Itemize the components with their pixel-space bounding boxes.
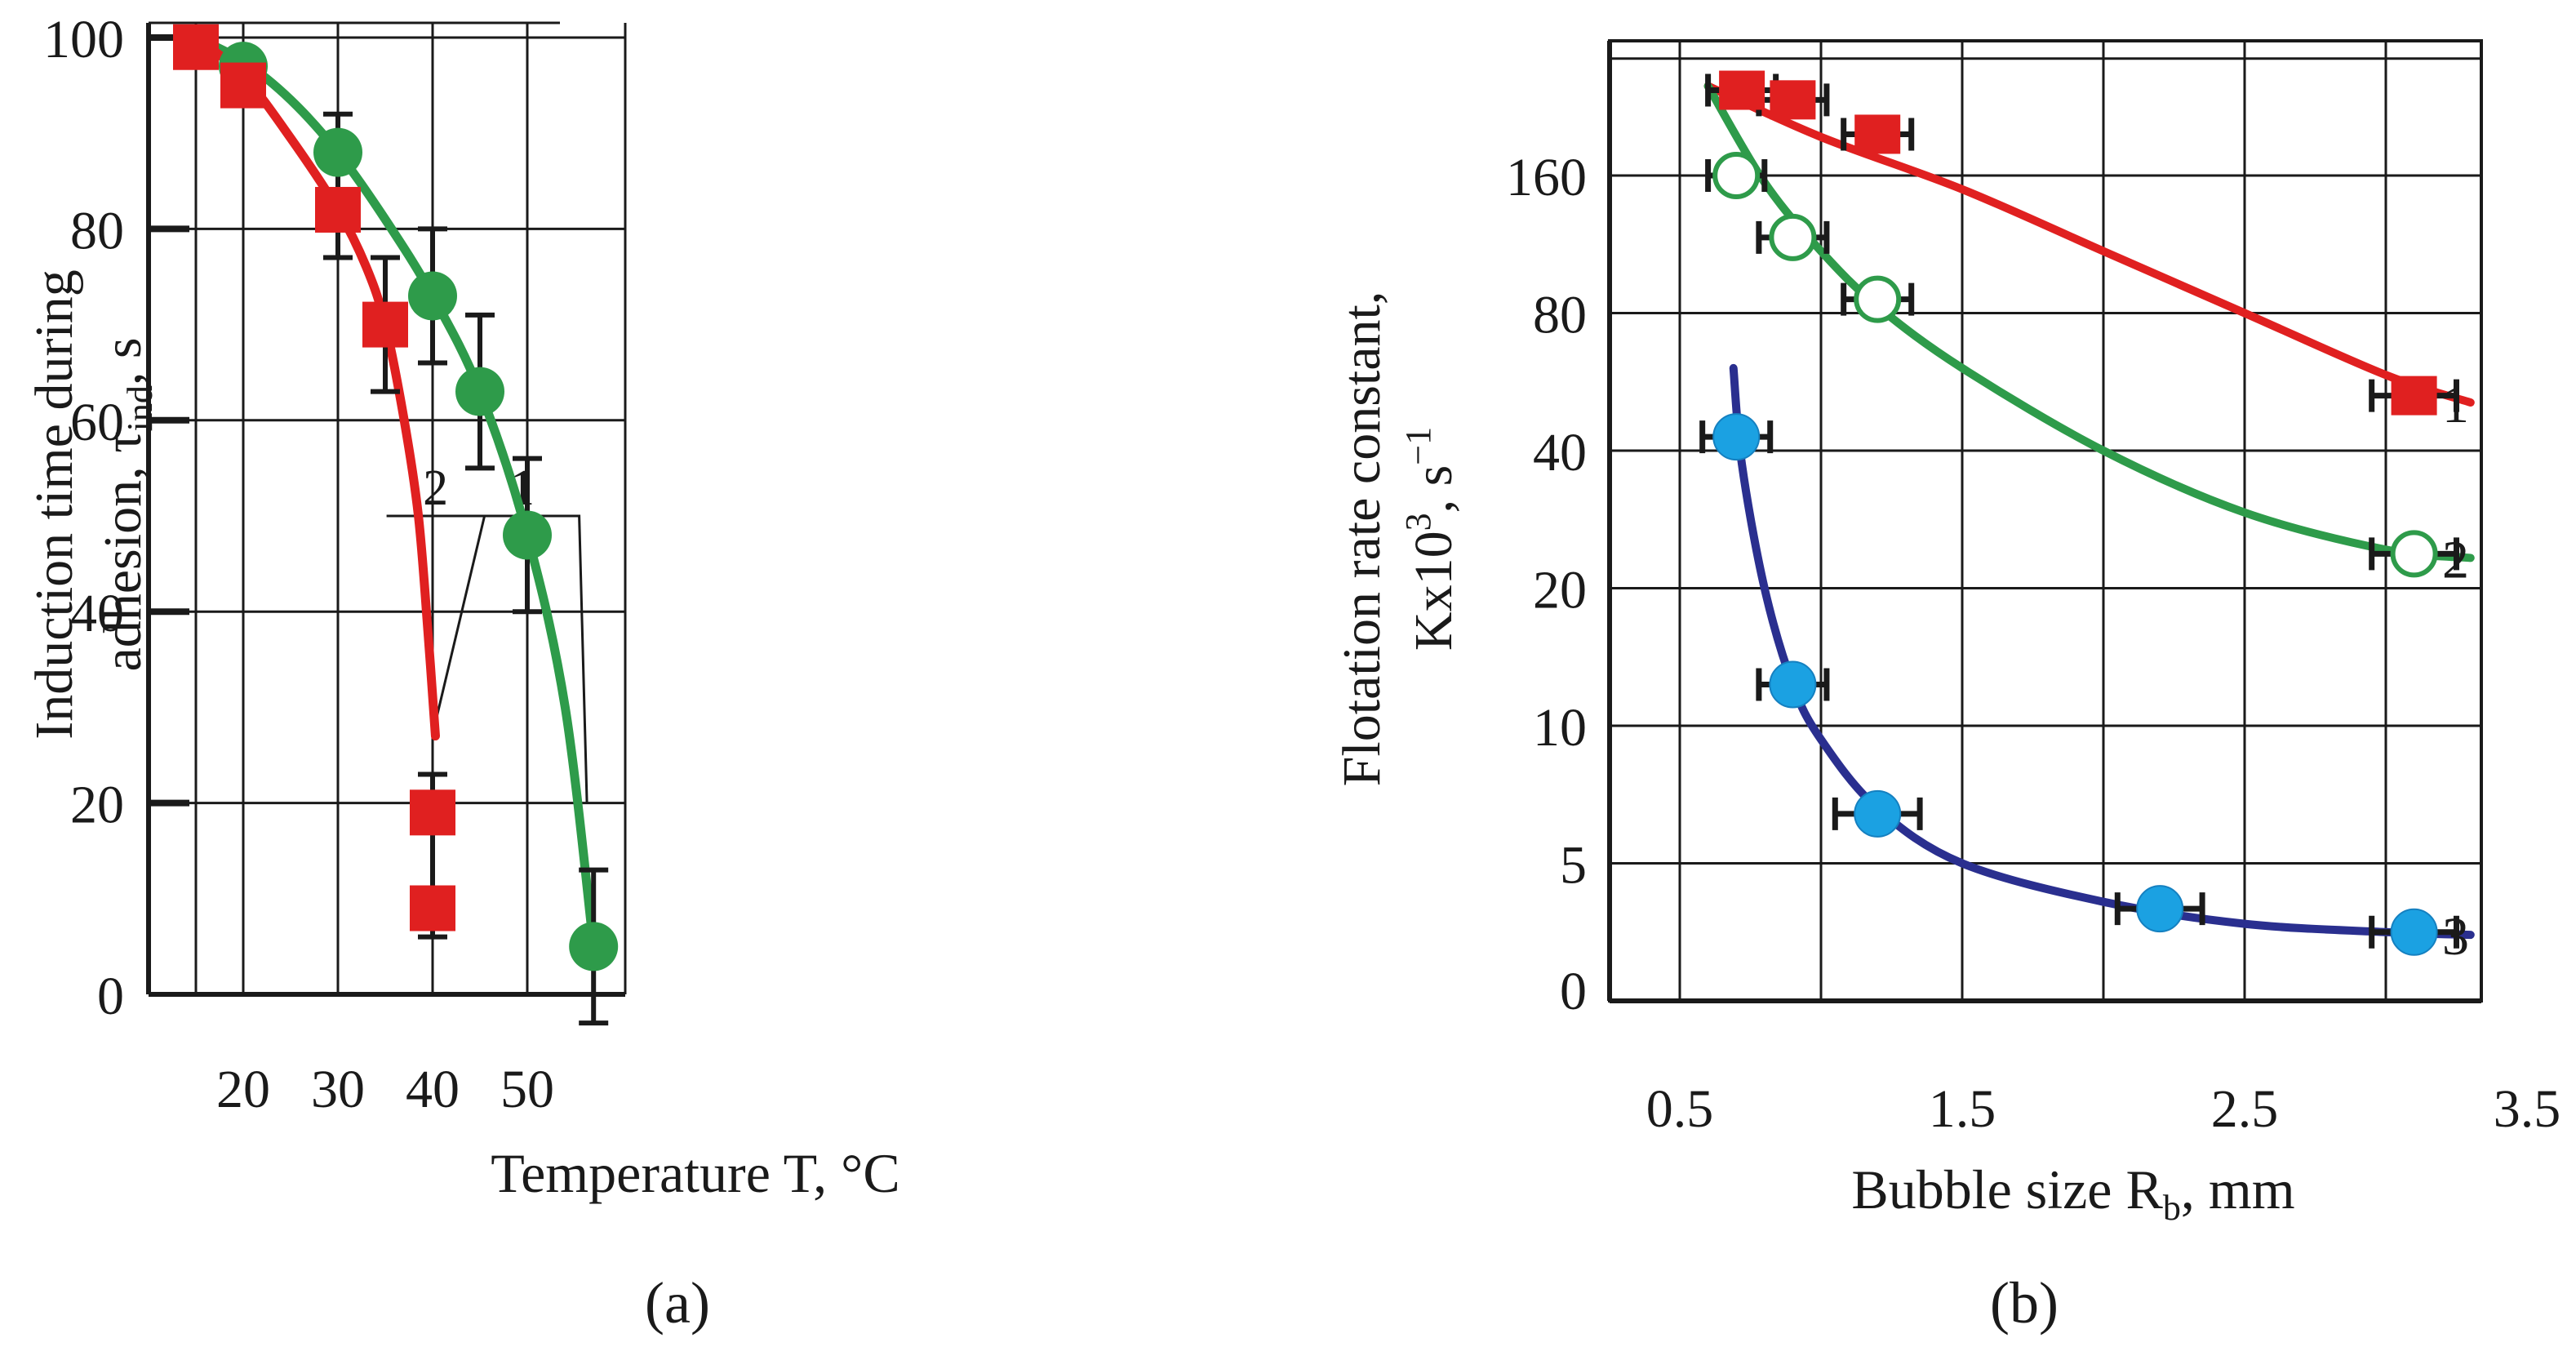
b-x-tick-label: 2.5 bbox=[2211, 1079, 2279, 1139]
a-y-tick-labels: 0 20 40 60 80 100 bbox=[43, 10, 124, 1026]
b-series-3-point bbox=[1769, 660, 1817, 709]
a-x-tick-label: 30 bbox=[311, 1060, 365, 1119]
b-y-tick-label: 40 bbox=[1533, 423, 1587, 482]
b-series-3-point bbox=[2136, 885, 2184, 933]
a-series-1-point bbox=[503, 510, 552, 560]
a-x-axis-label: Temperature T, °C bbox=[491, 1142, 899, 1204]
b-x-tick-label: 3.5 bbox=[2494, 1079, 2561, 1139]
a-series-2-point bbox=[173, 24, 219, 70]
a-series-1-point bbox=[408, 271, 457, 321]
b-series-3-point bbox=[1712, 413, 1761, 461]
a-x-tick-label: 50 bbox=[500, 1060, 554, 1119]
b-series-3-label: 3 bbox=[2442, 907, 2469, 967]
b-x-tick-labels: 0.5 1.5 2.5 3.5 bbox=[1646, 1079, 2561, 1139]
b-panel-label: (b) bbox=[1990, 1270, 2059, 1336]
b-series-1-point bbox=[1719, 70, 1765, 110]
a-y-tick-label: 40 bbox=[70, 584, 124, 643]
a-x-tick-labels: 20 30 40 50 bbox=[216, 1060, 554, 1119]
b-y-tick-label: 5 bbox=[1560, 836, 1587, 896]
a-series-1-point bbox=[455, 367, 504, 416]
a-grid bbox=[147, 23, 625, 994]
b-series-2-curve bbox=[1703, 82, 2475, 562]
b-series-1-label: 1 bbox=[2442, 375, 2469, 434]
b-y-tick-label: 20 bbox=[1533, 561, 1587, 620]
a-series-2-point bbox=[220, 62, 266, 109]
b-series-1-point bbox=[1854, 114, 1901, 154]
b-series: 1 2 3 bbox=[1699, 70, 2475, 967]
b-y-tick-label: 160 bbox=[1506, 148, 1587, 207]
a-series-1-point bbox=[313, 127, 362, 177]
b-series-2-point bbox=[2390, 530, 2438, 578]
a-series-2-point bbox=[410, 789, 455, 836]
a-y-tick-label: 0 bbox=[97, 967, 124, 1026]
a-y-axis-label-line1: Induction time during bbox=[24, 269, 84, 740]
a-series-2-point bbox=[315, 186, 361, 233]
b-series-3-point bbox=[1854, 789, 1902, 838]
b-y-tick-label: 0 bbox=[1560, 962, 1587, 1021]
a-series: 12 bbox=[173, 24, 619, 1026]
b-series-2-point bbox=[1769, 213, 1817, 261]
a-series-1-point bbox=[569, 922, 619, 971]
b-series-3-curve bbox=[1729, 363, 2475, 940]
b-y-tick-label: 10 bbox=[1533, 698, 1587, 758]
a-y-axis-label: Induction time during adhesion, τind, s bbox=[24, 269, 160, 740]
b-x-tick-label: 1.5 bbox=[1929, 1079, 1996, 1139]
b-grid bbox=[1610, 41, 2481, 1001]
b-series-2-point bbox=[1854, 275, 1902, 323]
a-y-tick-label: 20 bbox=[70, 776, 124, 835]
a-y-axis-label-line2: adhesion, τind, s bbox=[93, 337, 160, 671]
a-y-tick-label: 60 bbox=[70, 393, 124, 452]
b-x-tick-label: 0.5 bbox=[1646, 1079, 1714, 1139]
a-panel-label: (a) bbox=[645, 1270, 710, 1336]
panel-a: 0 20 40 60 80 100 20 30 40 50 12 Temperature T, … bbox=[24, 10, 900, 1336]
b-y-axis-label-line1: Flotation rate constant, bbox=[1332, 291, 1392, 787]
a-series-2-point bbox=[410, 885, 455, 931]
b-series-1-point bbox=[1770, 80, 1816, 120]
a-y-tick-label: 80 bbox=[70, 201, 124, 260]
a-y-tick-label: 100 bbox=[43, 10, 124, 69]
b-series-1-point bbox=[2391, 376, 2437, 416]
b-x-axis-label: Bubble size Rb, mm bbox=[1851, 1158, 2294, 1228]
b-y-tick-label: 80 bbox=[1533, 286, 1587, 345]
a-x-tick-label: 40 bbox=[406, 1060, 460, 1119]
b-series-3-point bbox=[2390, 908, 2438, 956]
a-axes-frame bbox=[146, 21, 627, 997]
b-y-axis-label-line2: Kx103, s−1 bbox=[1398, 427, 1463, 651]
b-series-2-label: 2 bbox=[2442, 530, 2469, 589]
b-series-2-point bbox=[1712, 152, 1761, 199]
a-x-tick-label: 20 bbox=[216, 1060, 270, 1119]
b-axes-frame bbox=[1607, 39, 2483, 1003]
b-series-1-curve bbox=[1703, 82, 2475, 407]
b-y-tick-labels: 0 5 10 20 40 80 160 bbox=[1506, 148, 1587, 1021]
a-series-2-point bbox=[362, 301, 408, 348]
panel-b: 0 5 10 20 40 80 160 0.5 1.5 2.5 3.5 1 2 3 Bubble si… bbox=[1332, 39, 2561, 1336]
a-series-2-label: 2 bbox=[423, 460, 448, 516]
